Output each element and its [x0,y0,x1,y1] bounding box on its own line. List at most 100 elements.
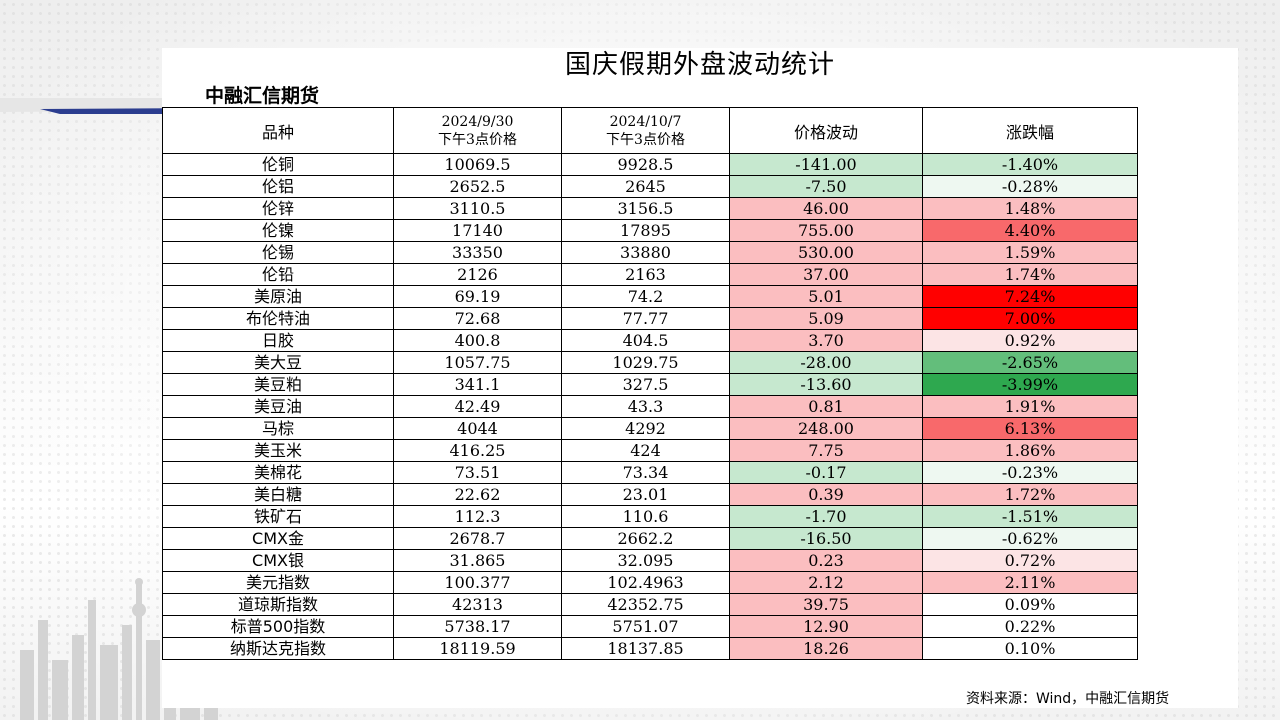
cell-name: 伦铝 [162,175,394,198]
cell-change: 12.90 [729,615,923,638]
cell-name: 美大豆 [162,351,394,374]
cell-price-0930: 341.1 [393,373,562,396]
table-row: 伦铝 2652.5 2645 -7.50 -0.28% [162,175,1138,198]
cell-price-1007: 33880 [561,241,730,264]
header-change: 价格波动 [729,107,923,154]
cell-name: 布伦特油 [162,307,394,330]
cell-pct: 2.11% [922,571,1138,594]
cell-price-0930: 42.49 [393,395,562,418]
cell-price-1007: 424 [561,439,730,462]
cell-price-1007: 2662.2 [561,527,730,550]
cell-price-0930: 2126 [393,263,562,286]
cell-pct: 1.74% [922,263,1138,286]
cell-price-0930: 42313 [393,593,562,616]
table-row: 日胶 400.8 404.5 3.70 0.92% [162,329,1138,352]
company-name: 中融汇信期货 [205,85,320,107]
cell-pct: 6.13% [922,417,1138,440]
cell-price-1007: 3156.5 [561,197,730,220]
cell-price-1007: 1029.75 [561,351,730,374]
table-row: 伦铅 2126 2163 37.00 1.74% [162,263,1138,286]
table-row: 伦铜 10069.5 9928.5 -141.00 -1.40% [162,153,1138,176]
cell-change: 46.00 [729,197,923,220]
cell-price-1007: 73.34 [561,461,730,484]
cell-name: 伦铜 [162,153,394,176]
cell-pct: 7.00% [922,307,1138,330]
cell-name: 纳斯达克指数 [162,637,394,660]
cell-pct: 0.10% [922,637,1138,660]
cell-pct: -0.23% [922,461,1138,484]
cell-price-1007: 5751.07 [561,615,730,638]
cell-name: 美玉米 [162,439,394,462]
cell-change: -1.70 [729,505,923,528]
cell-change: -7.50 [729,175,923,198]
cell-price-0930: 112.3 [393,505,562,528]
cell-price-1007: 32.095 [561,549,730,572]
cell-price-0930: 2678.7 [393,527,562,550]
table-row: 美豆粕 341.1 327.5 -13.60 -3.99% [162,373,1138,396]
table-row: 马棕 4044 4292 248.00 6.13% [162,417,1138,440]
cell-price-1007: 17895 [561,219,730,242]
table-row: 纳斯达克指数 18119.59 18137.85 18.26 0.10% [162,637,1138,660]
cell-pct: 4.40% [922,219,1138,242]
cell-price-0930: 416.25 [393,439,562,462]
cell-pct: 0.22% [922,615,1138,638]
cell-change: 5.09 [729,307,923,330]
cell-pct: -0.28% [922,175,1138,198]
cell-change: -13.60 [729,373,923,396]
cell-price-0930: 3110.5 [393,197,562,220]
table-header-row: 品种 2024/9/30 下午3点价格 2024/10/7 下午3点价格 价格波… [162,107,1138,154]
table-row: 美元指数 100.377 102.4963 2.12 2.11% [162,571,1138,594]
cell-pct: -2.65% [922,351,1138,374]
table-row: 美玉米 416.25 424 7.75 1.86% [162,439,1138,462]
cell-name: 伦铅 [162,263,394,286]
cell-price-0930: 31.865 [393,549,562,572]
cell-name: 伦锌 [162,197,394,220]
cell-price-1007: 74.2 [561,285,730,308]
cell-name: 铁矿石 [162,505,394,528]
cell-pct: 7.24% [922,285,1138,308]
cell-change: 755.00 [729,219,923,242]
cell-price-1007: 2163 [561,263,730,286]
cell-price-1007: 2645 [561,175,730,198]
cell-price-1007: 327.5 [561,373,730,396]
cell-name: 美豆粕 [162,373,394,396]
cell-change: 0.39 [729,483,923,506]
cell-name: 伦锡 [162,241,394,264]
cell-pct: 0.09% [922,593,1138,616]
page-title: 国庆假期外盘波动统计 [564,50,835,80]
cell-price-0930: 22.62 [393,483,562,506]
cell-price-0930: 73.51 [393,461,562,484]
cell-name: 美原油 [162,285,394,308]
cell-price-0930: 5738.17 [393,615,562,638]
table-row: 美棉花 73.51 73.34 -0.17 -0.23% [162,461,1138,484]
cell-name: CMX银 [162,549,394,572]
table-row: 标普500指数 5738.17 5751.07 12.90 0.22% [162,615,1138,638]
table-row: 美豆油 42.49 43.3 0.81 1.91% [162,395,1138,418]
cell-price-0930: 4044 [393,417,562,440]
cell-price-1007: 9928.5 [561,153,730,176]
cell-price-1007: 4292 [561,417,730,440]
header-price-0930-date: 2024/9/30 [441,113,514,130]
cell-pct: 1.86% [922,439,1138,462]
cell-price-0930: 400.8 [393,329,562,352]
table-row: 伦锡 33350 33880 530.00 1.59% [162,241,1138,264]
cell-change: 530.00 [729,241,923,264]
table-row: 伦锌 3110.5 3156.5 46.00 1.48% [162,197,1138,220]
cell-pct: 1.59% [922,241,1138,264]
table-row: 美原油 69.19 74.2 5.01 7.24% [162,285,1138,308]
cell-pct: 1.48% [922,197,1138,220]
cell-pct: -1.40% [922,153,1138,176]
cell-change: 0.23 [729,549,923,572]
cell-change: -141.00 [729,153,923,176]
cell-change: 37.00 [729,263,923,286]
cell-price-1007: 43.3 [561,395,730,418]
cell-price-1007: 18137.85 [561,637,730,660]
cell-price-1007: 77.77 [561,307,730,330]
header-pct: 涨跌幅 [922,107,1138,154]
cell-pct: -1.51% [922,505,1138,528]
cell-change: 2.12 [729,571,923,594]
cell-price-0930: 100.377 [393,571,562,594]
cell-pct: -0.62% [922,527,1138,550]
table-row: 布伦特油 72.68 77.77 5.09 7.00% [162,307,1138,330]
volatility-table: 品种 2024/9/30 下午3点价格 2024/10/7 下午3点价格 价格波… [162,107,1138,660]
